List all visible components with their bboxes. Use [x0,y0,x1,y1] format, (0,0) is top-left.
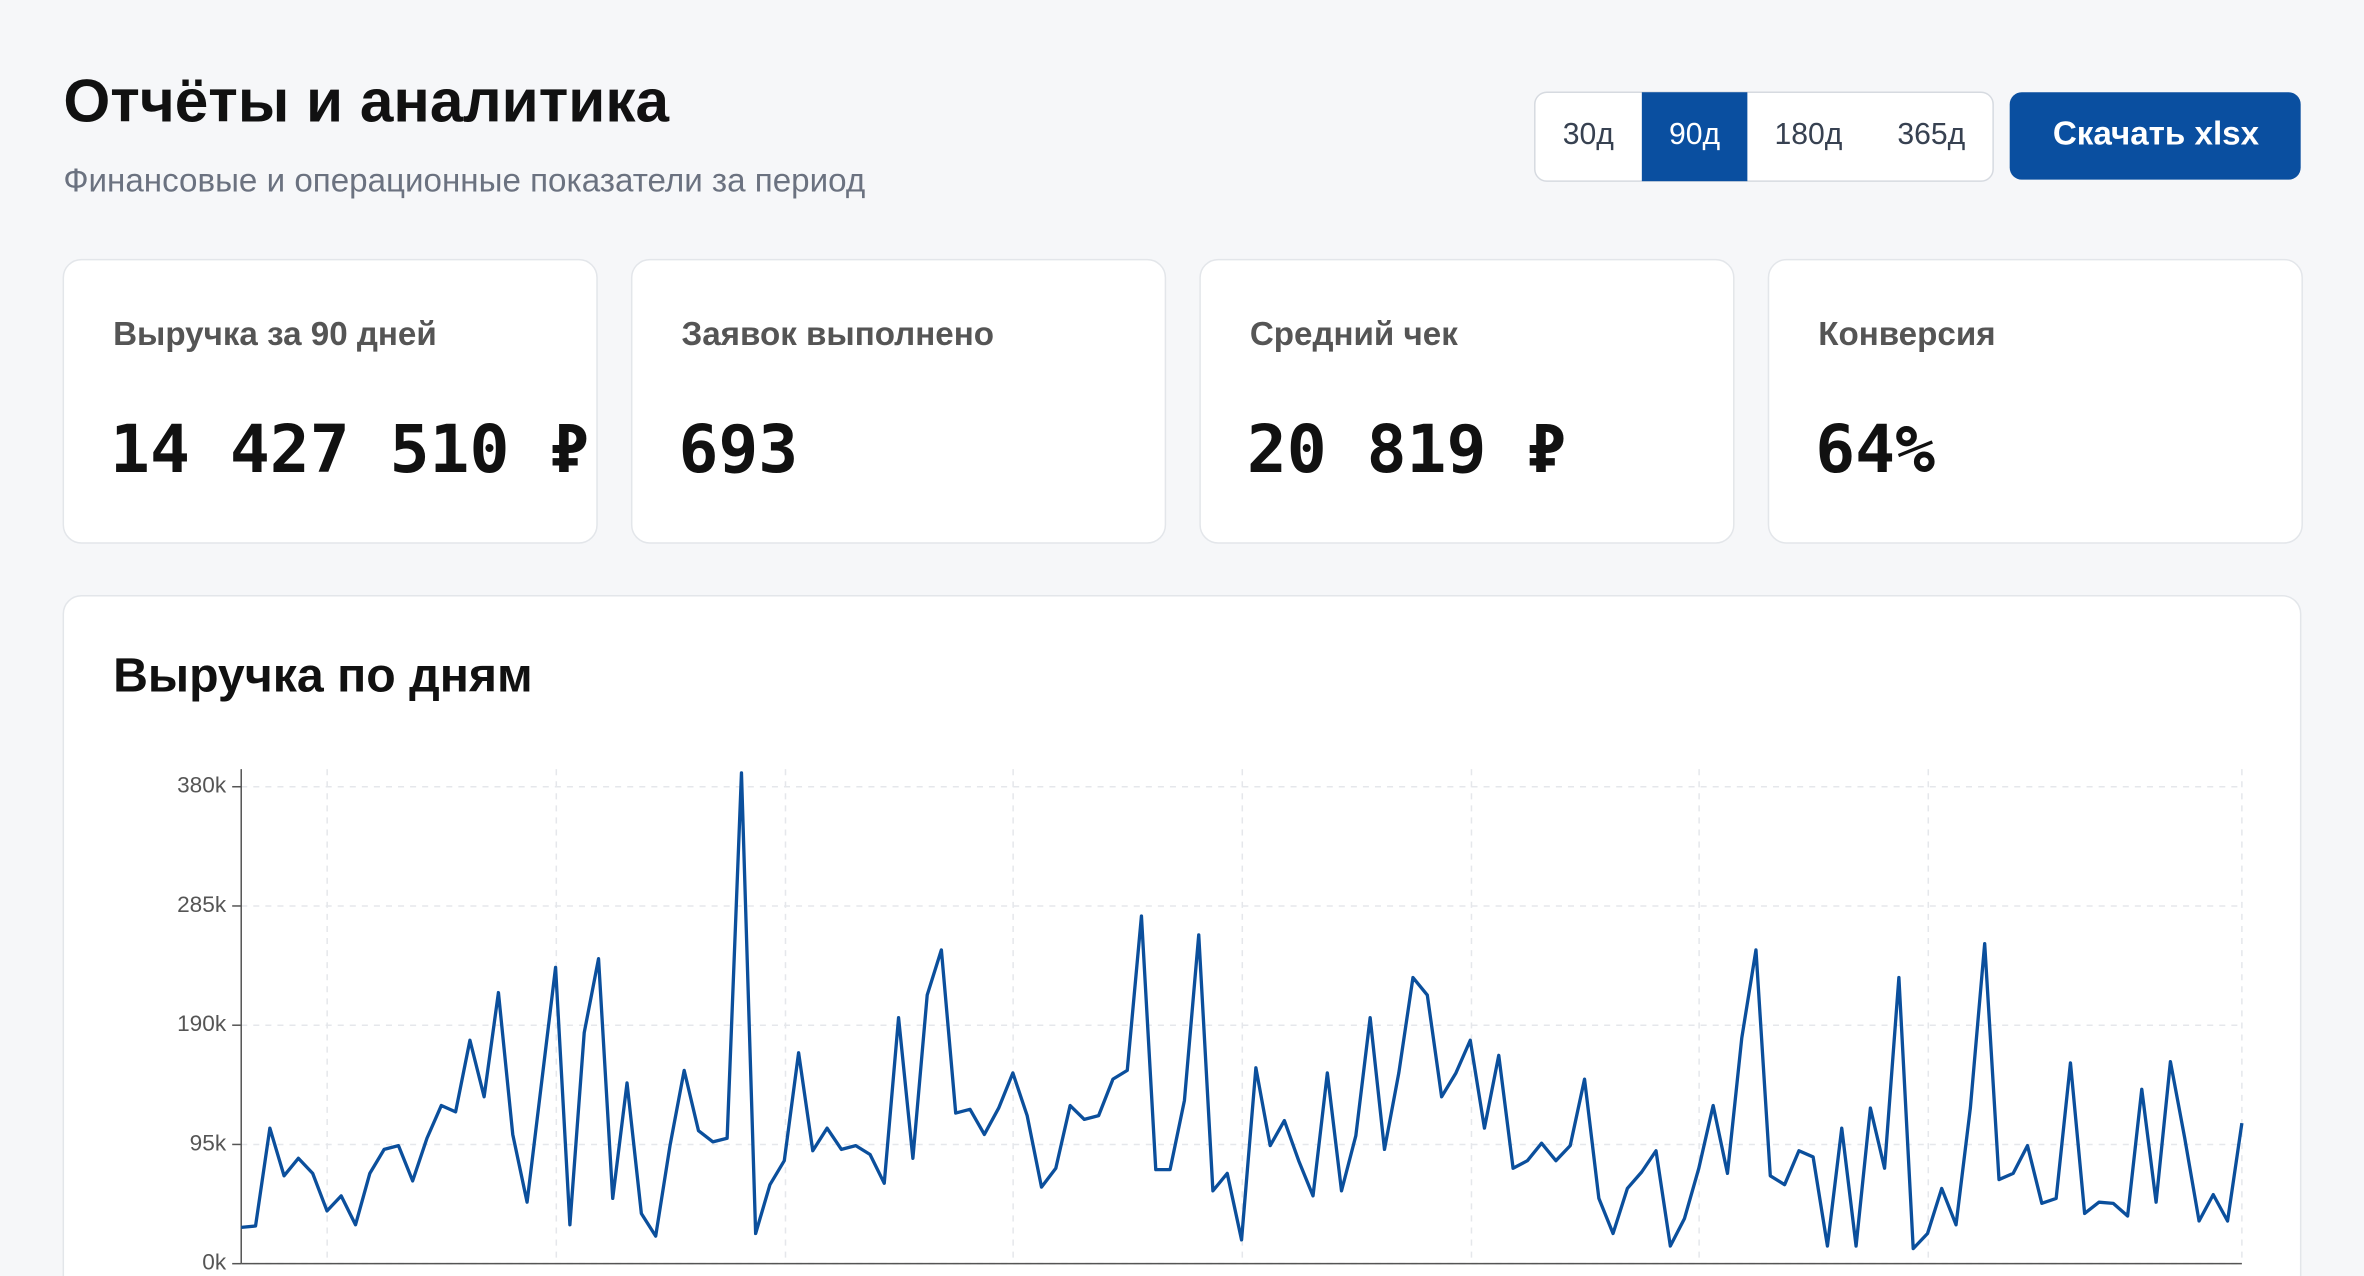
x-grid [326,769,2243,1264]
y-tick-label: 190k [177,1011,227,1036]
period-active[interactable] [1641,92,1748,182]
kpi-value: 693 [678,410,798,488]
kpi-card [62,258,598,544]
chart-title: Выручка по дням [113,648,533,702]
y-tick-label: 285k [177,892,227,917]
period-option[interactable]: 90д [1669,118,1721,151]
period-option[interactable]: 180д [1774,118,1842,151]
kpi-value: 64% [1815,410,1935,488]
page-title: Отчёты и аналитика [63,67,669,135]
period-option[interactable]: 365д [1897,118,1965,151]
y-tick-label: 0k [202,1250,227,1275]
kpi-card [1767,258,2303,544]
download-label[interactable]: Скачать xlsx [2053,116,2260,153]
kpi-label: Конверсия [1818,316,1995,353]
kpi-label: Заявок выполнено [681,316,994,353]
revenue-line [241,771,2244,1251]
kpi-card [630,258,1167,544]
kpi-value: 20 819 ₽ [1247,410,1566,488]
kpi-label: Выручка за 90 дней [113,316,437,353]
kpi-value: 14 427 510 ₽ [110,410,589,488]
period-option[interactable]: 30д [1563,118,1615,151]
y-tick-label: 380k [177,773,227,798]
kpi-card [1199,258,1735,544]
y-tick-label: 95k [190,1130,227,1155]
download-button[interactable] [2009,92,2301,180]
page-subtitle: Финансовые и операционные показатели за … [63,162,865,199]
kpi-label: Средний чек [1250,316,1458,353]
